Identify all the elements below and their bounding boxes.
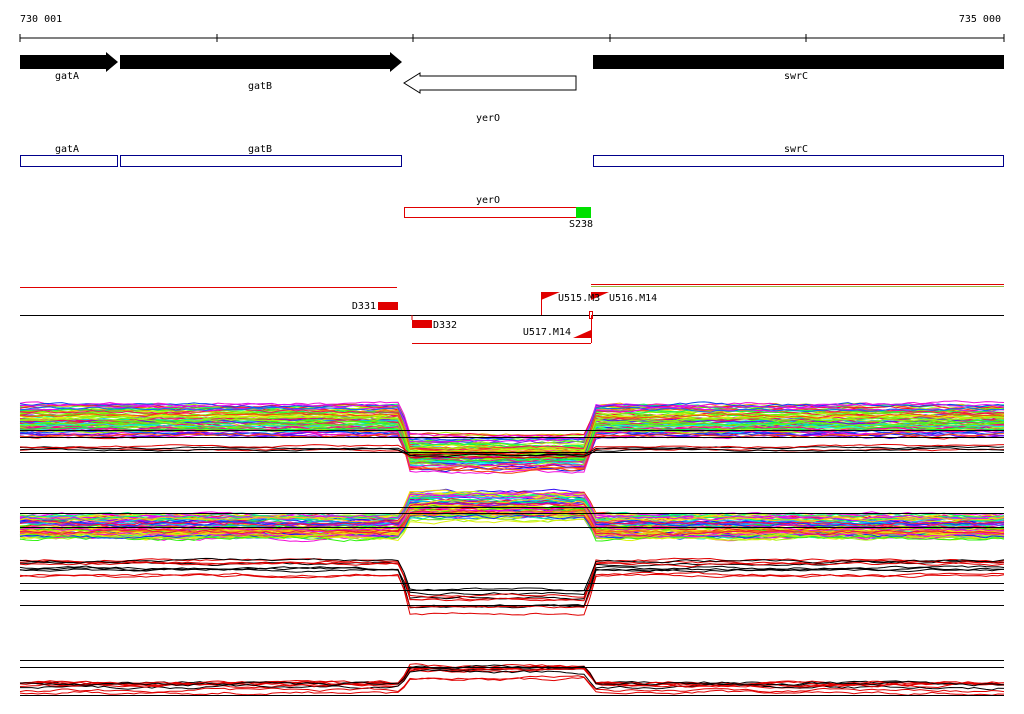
profile-line	[19, 571, 1005, 616]
feature-label: U516.M14	[609, 293, 657, 304]
profile-line	[19, 502, 1005, 527]
gene-swrC	[593, 55, 1004, 69]
profile-line	[19, 510, 1005, 537]
ruler-start: 730 001	[20, 14, 62, 25]
gene-gatA	[20, 52, 118, 72]
feature-label: U515.M3	[558, 293, 600, 304]
profile-line	[19, 407, 1005, 452]
expression-profiles	[19, 400, 1005, 696]
profile-line	[19, 430, 1005, 475]
profile-line	[19, 560, 1005, 596]
profile-line	[19, 561, 1005, 598]
gene-label: gatB	[248, 81, 272, 92]
profile-line	[19, 676, 1005, 696]
profile-line	[19, 508, 1005, 538]
profile-line	[19, 497, 1005, 524]
profile-line	[19, 514, 1005, 539]
profile-line	[19, 503, 1005, 529]
gene-yerO	[403, 72, 577, 94]
profile-line	[19, 493, 1005, 521]
profile-line	[19, 432, 1005, 468]
profile-line	[19, 491, 1005, 523]
ruler	[19, 34, 1005, 42]
profile-line	[19, 509, 1005, 538]
annotation-boxes	[20, 155, 1004, 167]
annotation-label: yerO	[476, 195, 500, 206]
feature-label: U517.M14	[523, 327, 571, 338]
profile-line	[19, 447, 1005, 458]
profile-line	[19, 675, 1005, 694]
profile-line	[19, 559, 1005, 602]
profile-line	[19, 667, 1005, 686]
annotation-yerO	[404, 207, 577, 218]
gene-label: swrC	[784, 71, 808, 82]
gene-label: gatA	[55, 71, 79, 82]
annotation-label: S238	[569, 219, 593, 230]
profile-line	[19, 557, 1005, 602]
features	[20, 284, 1004, 344]
profile-line	[19, 412, 1005, 454]
profile-line	[20, 669, 1005, 691]
profile-line	[19, 401, 1005, 441]
profile-line	[19, 500, 1005, 528]
profile-line	[19, 432, 1005, 474]
annotation-label: swrC	[784, 144, 808, 155]
feature-label: D331	[352, 301, 376, 312]
annotation-label: gatA	[55, 144, 79, 155]
profile-line	[19, 406, 1005, 443]
profile-line	[19, 496, 1005, 528]
profile-line	[19, 443, 1005, 455]
profile-line	[19, 504, 1005, 535]
gene-label: yerO	[476, 113, 500, 124]
profile-line	[19, 402, 1005, 443]
feature-label: D332	[433, 320, 457, 331]
annotation-S238	[576, 207, 591, 218]
annotation-label: gatB	[248, 144, 272, 155]
profile-line	[19, 663, 1005, 688]
profile-line	[19, 567, 1005, 609]
profile-line	[19, 566, 1005, 609]
ruler-end: 735 000	[959, 14, 1001, 25]
gene-gatB	[120, 52, 402, 72]
profile-line	[19, 573, 1005, 609]
profile-line	[19, 557, 1005, 592]
